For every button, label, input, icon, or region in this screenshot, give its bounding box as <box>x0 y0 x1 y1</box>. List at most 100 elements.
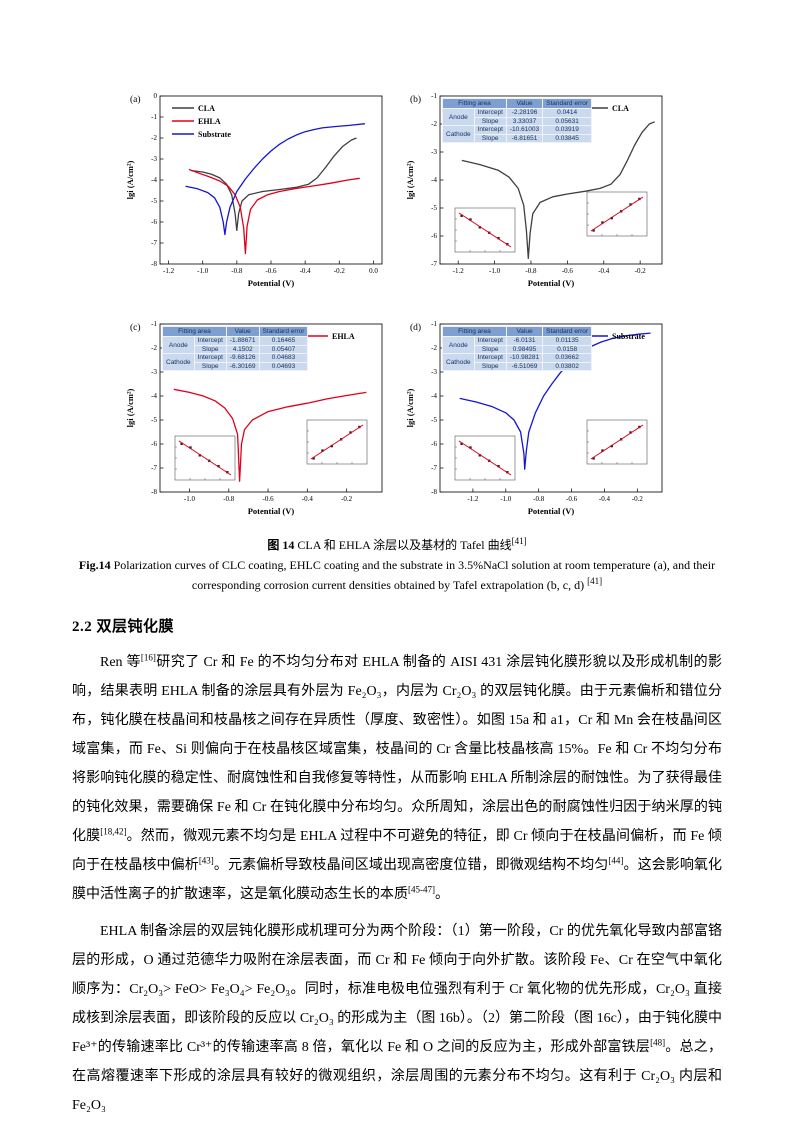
table-header-cell: Value <box>505 325 544 338</box>
y-axis: -1 -2 -3 -4 -5 -6 -7 -8 <box>431 320 444 496</box>
table-cell: 0.01135 <box>542 336 593 346</box>
x-axis-label: Potential (V) <box>248 278 295 288</box>
table-cell: Intercept <box>473 353 507 363</box>
table-cell-group: Cathode <box>442 125 475 144</box>
inset-canvas <box>586 191 648 237</box>
x-tick-label: -0.2 <box>632 495 644 503</box>
table-header-cell: Standard error <box>542 97 593 110</box>
y-tick-label: -4 <box>431 392 437 400</box>
table-header-row: Fitting area Value Standard error <box>162 325 309 338</box>
table-cell: Slope <box>473 116 507 127</box>
y-axis: -1 -2 -3 -4 -5 -6 -7 <box>431 92 444 268</box>
x-tick-label: -1.2 <box>163 267 175 275</box>
table-cell: -6.81651 <box>505 133 544 144</box>
x-tick-label: -1.0 <box>184 495 196 503</box>
y-tick-label: -2 <box>151 344 157 352</box>
legend-label: CLA <box>612 104 629 113</box>
y-axis-label: lgi (A/cm²) <box>405 161 415 200</box>
y-tick-label: -7 <box>151 464 157 472</box>
fitting-results-table: Fitting area Value Standard error Anode Inte… <box>162 325 309 372</box>
caption-en-label: Fig.14 <box>78 557 111 572</box>
x-tick-label: -0.4 <box>598 267 610 275</box>
legend-label: Substrate <box>198 130 231 139</box>
table-cell: Slope <box>193 361 227 372</box>
y-tick-label: -5 <box>151 197 157 205</box>
table-cell: 0.16465 <box>258 336 309 346</box>
table-cell: Intercept <box>473 125 507 135</box>
x-tick-label: -0.6 <box>265 267 277 275</box>
table-cell: 0.0158 <box>542 344 593 355</box>
inset-canvas <box>174 435 236 481</box>
x-tick-label: -0.2 <box>635 267 647 275</box>
curve-Substrate <box>185 123 365 236</box>
y-tick-label: -7 <box>431 260 437 268</box>
x-tick-label: -1.2 <box>453 267 465 275</box>
curve-Substrate <box>459 332 651 470</box>
inset-canvas <box>586 419 648 465</box>
tafel-chart-b: -1.2 -1.0 -0.8 -0.6 -0.4 -0.2 -1 -2 -3 -4 -5 -6 -7 Po… <box>404 86 670 298</box>
y-tick-label: -1 <box>431 320 437 328</box>
inset-fit-plot-bottom-left <box>446 432 522 495</box>
x-tick-label: -0.8 <box>533 495 545 503</box>
inset-fit-plot-mid-right <box>578 416 654 479</box>
table-cell: 0.04683 <box>258 353 309 363</box>
x-tick-label: -1.0 <box>197 267 209 275</box>
caption-en-text: Polarization curves of CLC coating, EHLC… <box>110 557 716 592</box>
inset-fit-plot-mid-right <box>578 188 654 251</box>
x-tick-label: -0.4 <box>599 495 611 503</box>
x-tick-label: 0.0 <box>369 267 378 275</box>
curve-CLA <box>190 137 357 232</box>
inset-canvas <box>454 207 516 253</box>
legend-label: Substrate <box>612 332 645 341</box>
table-header-cell: Value <box>505 97 544 110</box>
paragraph-1: Ren 等[16]研究了 Cr 和 Fe 的不均匀分布对 EHLA 制备的 AI… <box>72 652 723 903</box>
table-cell: -6.0131 <box>505 336 544 346</box>
panel-label: (b) <box>410 94 421 105</box>
inset-fit-plot-bottom-left <box>446 204 522 267</box>
table-cell-group: Anode <box>162 336 195 355</box>
table-cell-group: Cathode <box>442 353 475 372</box>
x-axis: -1.0 -0.8 -0.6 -0.4 -0.2 <box>184 488 353 503</box>
y-tick-label: -6 <box>151 440 157 448</box>
table-row: Cathode Intercept -10.61003 0.03919 <box>442 125 593 144</box>
tafel-chart-a: -1.2 -1.0 -0.8 -0.6 -0.4 -0.2 0.0 0 -1 -2 -3 -4 -5 -6… <box>124 86 390 298</box>
y-tick-label: -3 <box>431 368 437 376</box>
x-tick-label: -0.4 <box>302 495 314 503</box>
table-header-cell: Standard error <box>258 325 309 338</box>
figure-14-block: -1.2 -1.0 -0.8 -0.6 -0.4 -0.2 0.0 0 -1 -2 -3 -4 -5 -6… <box>72 86 722 595</box>
figure-caption-en: Fig.14 Polarization curves of CLC coatin… <box>72 556 722 596</box>
y-tick-label: -5 <box>431 416 437 424</box>
x-tick-label: -1.2 <box>467 495 479 503</box>
table-row: Cathode Intercept -10.98281 0.03662 <box>442 353 593 372</box>
panel-label: (d) <box>410 322 421 333</box>
x-tick-label: -0.2 <box>334 267 346 275</box>
y-tick-label: -8 <box>151 260 157 268</box>
page-content: -1.2 -1.0 -0.8 -0.6 -0.4 -0.2 0.0 0 -1 -2 -3 -4 -5 -6… <box>72 0 722 1120</box>
table-cell: Slope <box>473 344 507 355</box>
table-row: Slope 0.98495 0.0158 <box>443 344 593 355</box>
y-tick-label: -6 <box>431 440 437 448</box>
inset-fit-plot-bottom-left <box>166 432 242 495</box>
table-cell: Intercept <box>473 108 507 118</box>
table-cell: -10.98281 <box>505 353 544 363</box>
table-row: Anode Intercept -6.0131 0.01135 <box>442 336 593 355</box>
paragraph-2: EHLA 制备涂层的双层钝化膜形成机理可分为两个阶段：（1）第一阶段，Cr 的优… <box>72 924 722 1114</box>
y-axis: -1 -2 -3 -4 -5 -6 -7 -8 <box>151 320 164 496</box>
table-row: Cathode Intercept -9.68126 0.04683 <box>162 353 309 372</box>
x-axis: -1.2 -1.0 -0.8 -0.6 -0.4 -0.2 0.0 <box>163 260 378 275</box>
table-header-cell: Fitting area <box>442 97 507 110</box>
table-cell: -9.68126 <box>225 353 260 363</box>
x-tick-label: -0.8 <box>525 267 537 275</box>
tafel-chart-d: -1.2 -1.0 -0.8 -0.6 -0.4 -0.2 -1 -2 -3 -4 -5 -6 -7 -8… <box>404 314 670 526</box>
y-tick-label: -6 <box>151 218 157 226</box>
legend: EHLA <box>302 332 355 341</box>
panel-label: (c) <box>130 322 141 333</box>
inset-fit-plot-mid-right <box>298 416 374 479</box>
x-tick-label: -0.6 <box>566 495 578 503</box>
plot-frame <box>439 323 663 493</box>
table-cell: 0.98495 <box>505 344 544 355</box>
table-cell: -6.51069 <box>505 361 544 372</box>
x-tick-label: -0.6 <box>263 495 275 503</box>
inset-canvas <box>454 435 516 481</box>
table-cell: 0.05407 <box>258 344 309 355</box>
